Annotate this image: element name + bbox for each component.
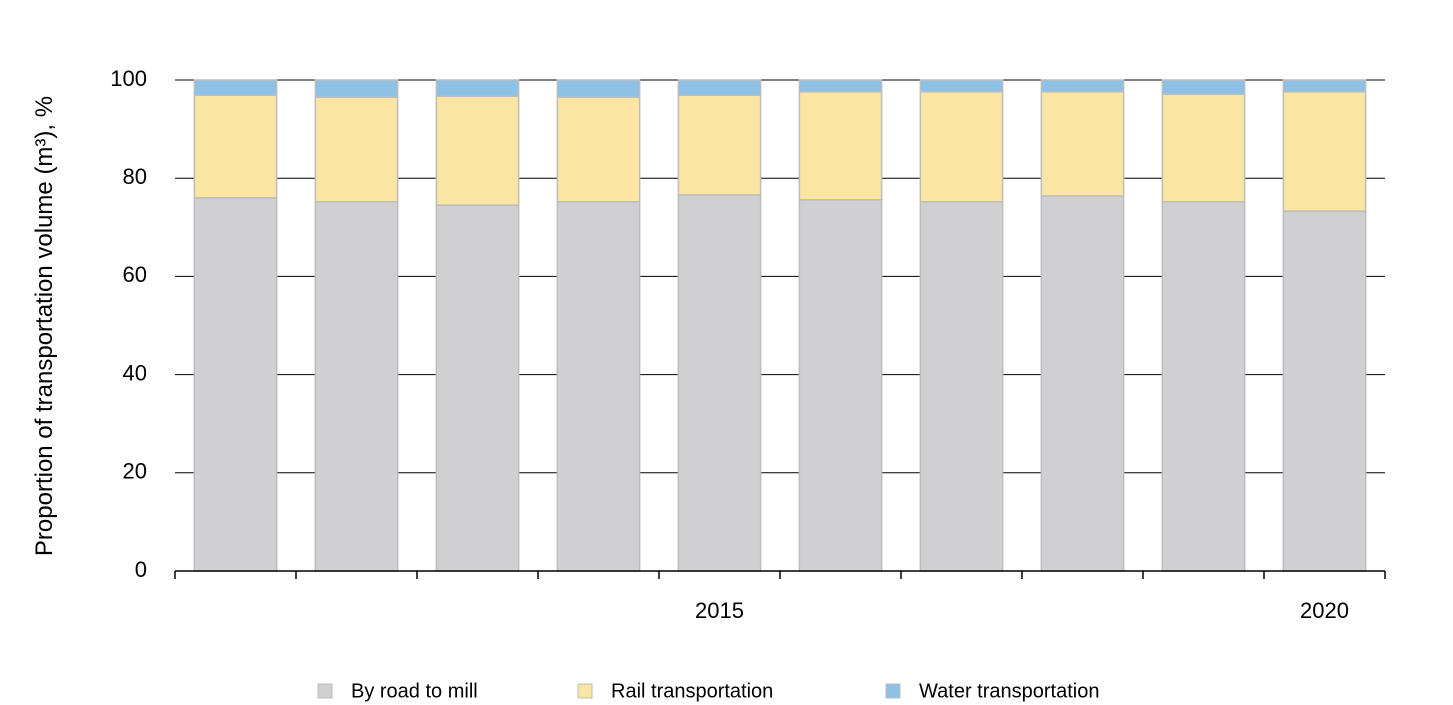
bar-segment [798, 91, 883, 201]
y-tick-label: 60 [123, 262, 147, 287]
bar-segment [1282, 79, 1367, 93]
x-tick-label: 2015 [695, 598, 744, 623]
bar-segment [193, 79, 278, 96]
bar-segment [314, 96, 399, 203]
y-tick-label: 40 [123, 360, 147, 385]
bar-segment [435, 79, 520, 97]
legend-swatch [885, 683, 901, 699]
bar-segment [1040, 195, 1125, 572]
bar-segment [919, 91, 1004, 203]
legend-label: By road to mill [351, 680, 478, 702]
bar-segment [919, 201, 1004, 572]
bar-segment [193, 94, 278, 199]
legend-swatch [317, 683, 333, 699]
bar-segment [556, 79, 641, 98]
y-tick-label: 100 [110, 66, 147, 91]
bar-segment [556, 201, 641, 572]
bar-segment [677, 94, 762, 196]
bar-segment [314, 79, 399, 98]
bar-segment [798, 79, 883, 93]
bar-segment [435, 95, 520, 206]
bar-segment [798, 199, 883, 572]
legend-swatch [577, 683, 593, 699]
y-tick-label: 20 [123, 459, 147, 484]
bar-segment [193, 197, 278, 572]
y-tick-label: 0 [135, 557, 147, 582]
bar-segment [435, 204, 520, 572]
y-axis-label: Proportion of transportation volume (m³)… [31, 95, 58, 557]
bar-segment [1161, 79, 1246, 95]
legend-label: Rail transportation [611, 680, 773, 702]
bar-segment [677, 79, 762, 96]
y-tick-label: 80 [123, 164, 147, 189]
bar-segment [919, 79, 1004, 93]
bar-segment [1040, 91, 1125, 197]
bar-segment [1282, 210, 1367, 572]
bar-segment [556, 96, 641, 203]
x-tick-label: 2020 [1300, 598, 1349, 623]
bar-segment [1161, 93, 1246, 203]
bar-segment [1040, 79, 1125, 93]
bar-segment [1161, 201, 1246, 572]
bar-segment [314, 201, 399, 572]
legend-label: Water transportation [919, 680, 1099, 702]
bar-segment [677, 194, 762, 572]
bar-segment [1282, 91, 1367, 212]
